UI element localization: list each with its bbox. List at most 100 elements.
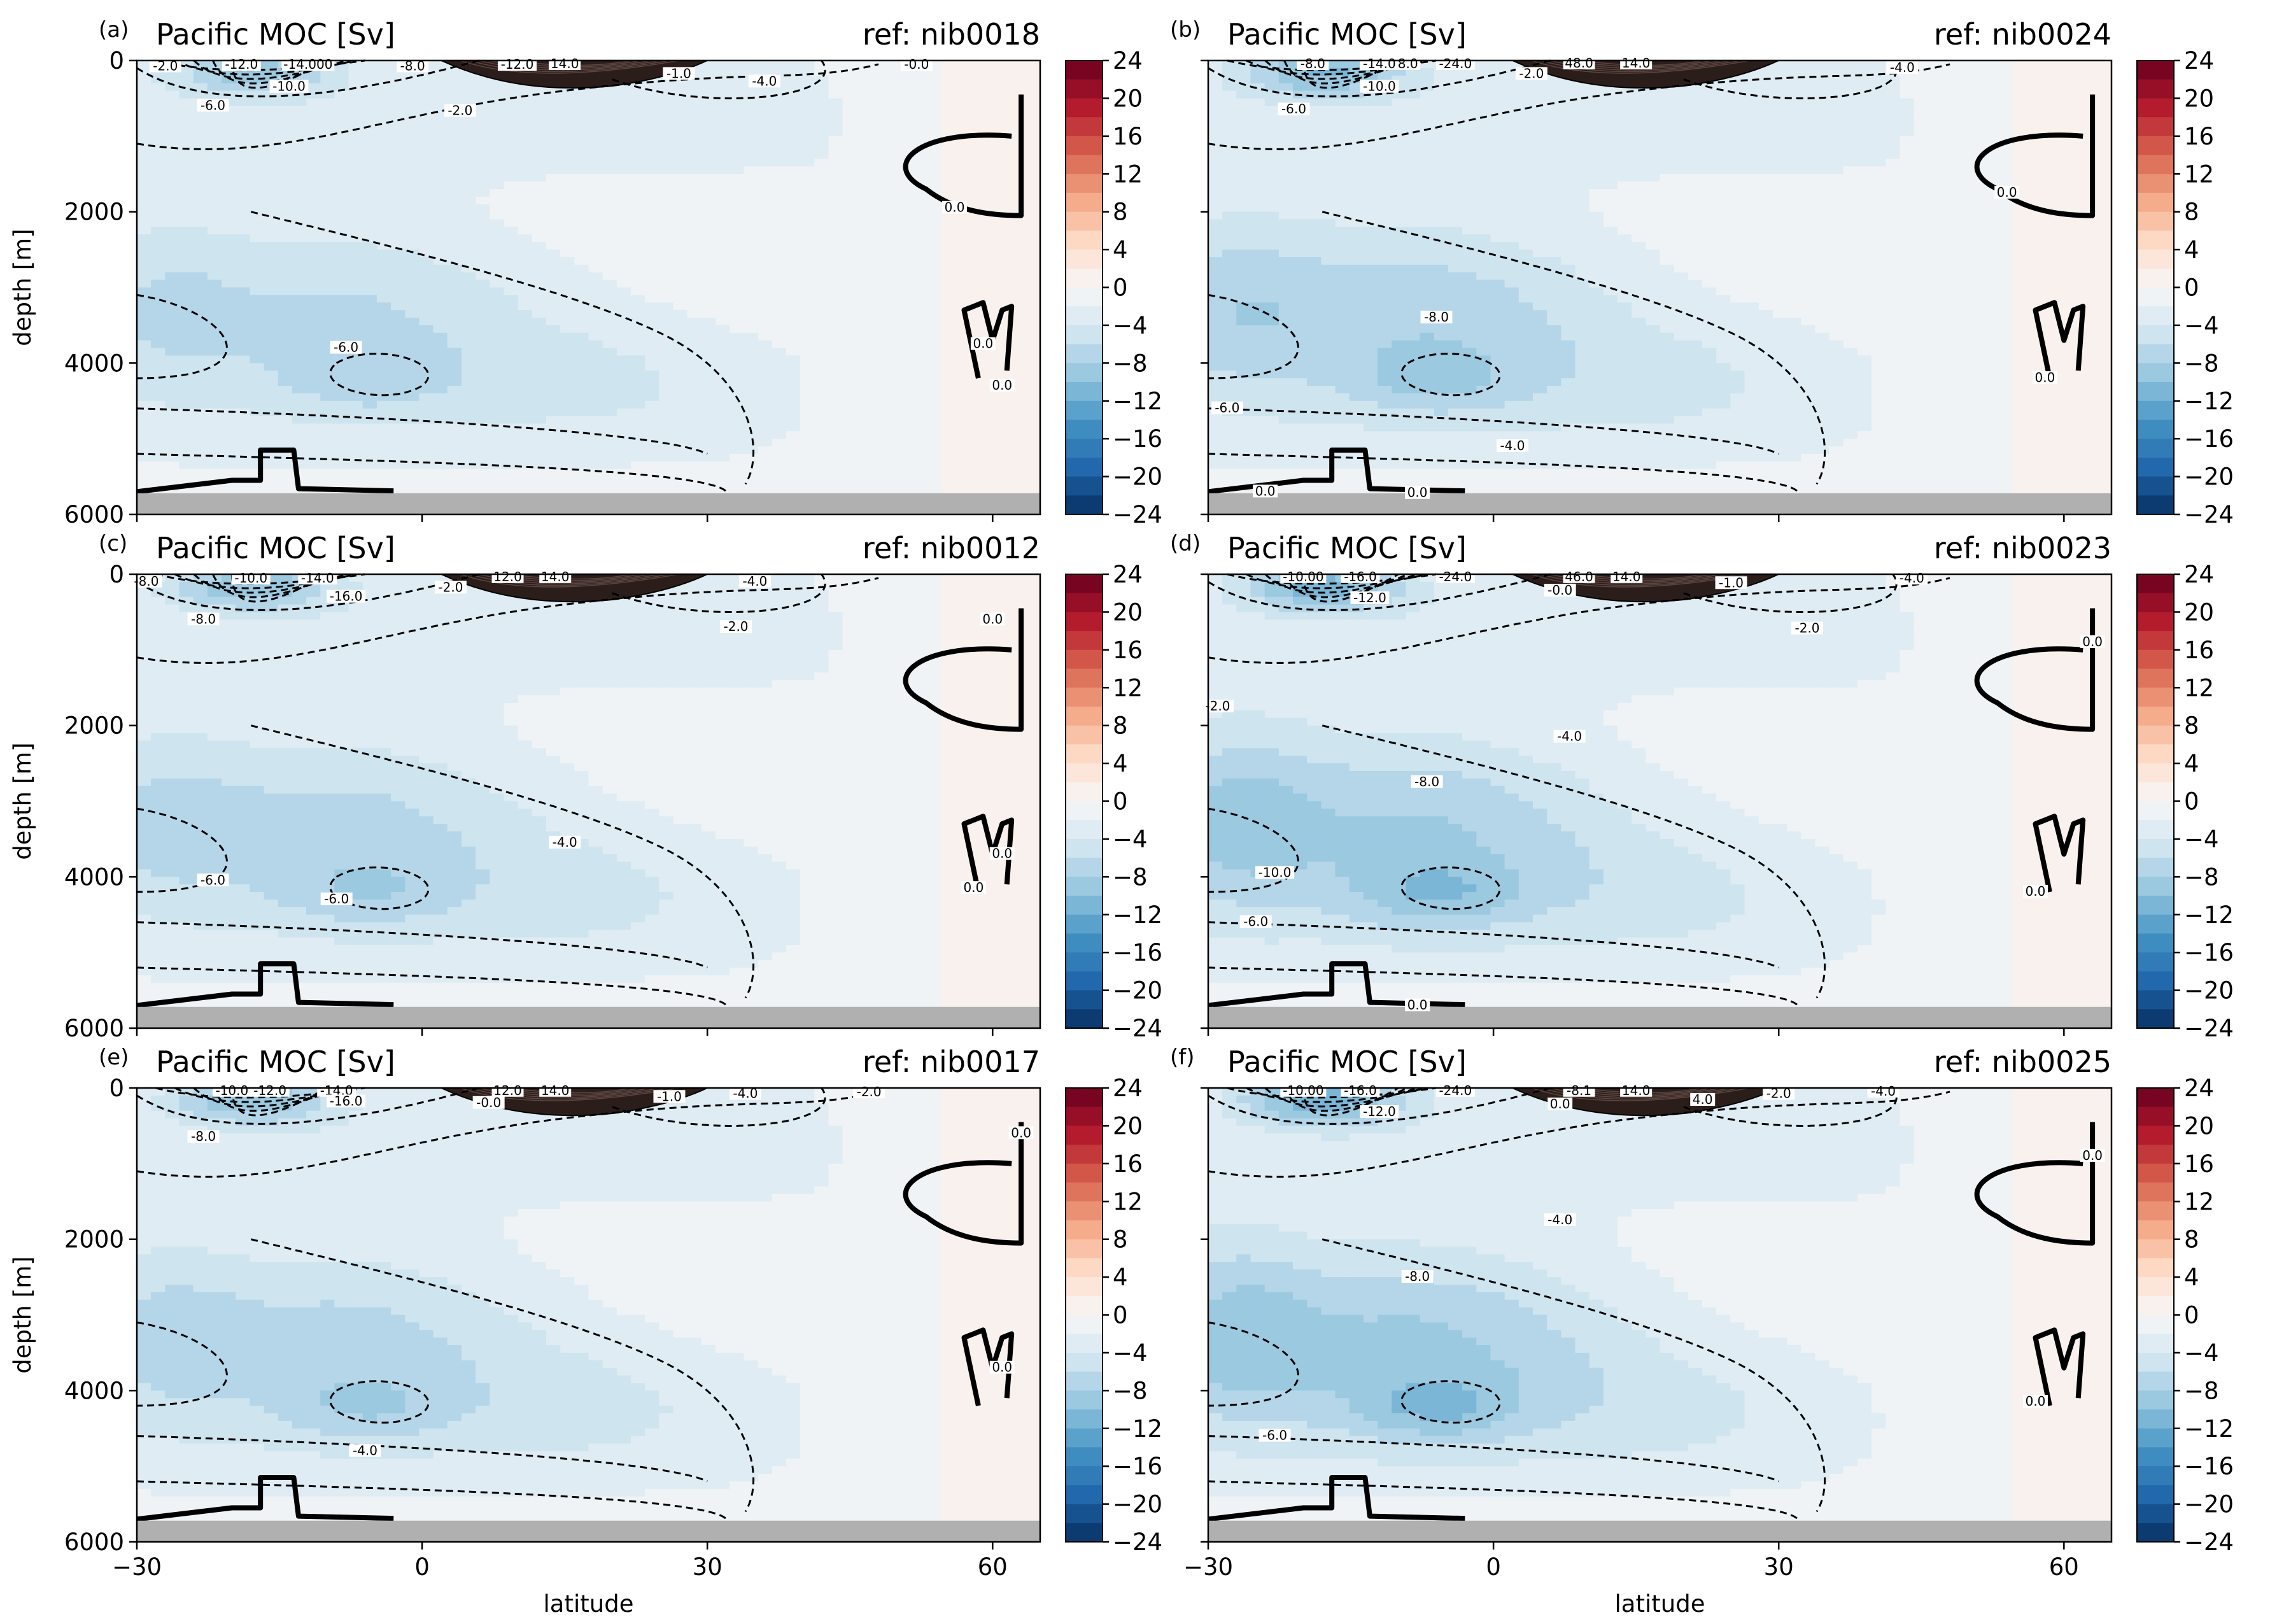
field-cell <box>433 113 448 122</box>
field-cell <box>687 400 702 409</box>
field-cell <box>405 159 420 167</box>
field-cell <box>1335 469 1350 477</box>
field-cell <box>1264 121 1280 129</box>
field-cell <box>659 371 674 379</box>
field-cell <box>1307 363 1322 371</box>
field-cell <box>419 484 434 492</box>
field-cell <box>983 98 999 106</box>
field-cell <box>1026 484 1041 492</box>
field-cell <box>1222 219 1237 228</box>
field-cell <box>969 250 984 258</box>
field-cell <box>560 98 575 106</box>
field-cell <box>137 83 152 92</box>
field-cell <box>222 264 236 273</box>
field-cell <box>955 174 970 182</box>
field-cell <box>730 453 744 462</box>
field-cell <box>376 453 391 462</box>
field-cell <box>744 128 759 137</box>
field-cell <box>1406 106 1421 114</box>
field-cell <box>376 439 391 447</box>
field-cell <box>574 227 589 235</box>
field-cell <box>447 484 462 492</box>
field-cell <box>560 113 575 122</box>
field-cell <box>1363 257 1378 265</box>
field-cell <box>250 318 265 326</box>
field-cell <box>362 128 377 137</box>
field-cell <box>405 166 420 174</box>
field-cell <box>814 469 829 477</box>
field-cell <box>1406 242 1421 250</box>
field-cell <box>1026 378 1041 386</box>
field-cell <box>1222 159 1237 167</box>
field-cell <box>588 431 603 439</box>
field-cell <box>772 385 787 394</box>
field-cell <box>461 166 476 174</box>
field-cell <box>885 484 899 492</box>
field-cell <box>772 219 787 228</box>
field-cell <box>391 121 405 129</box>
field-cell <box>941 257 956 265</box>
field-cell <box>165 98 180 106</box>
field-cell <box>744 295 759 303</box>
negative-contour <box>136 59 480 97</box>
field-cell <box>419 302 434 311</box>
field-cell <box>1278 151 1294 160</box>
field-cell <box>391 151 405 160</box>
field-cell <box>1222 234 1237 243</box>
field-cell <box>870 159 885 167</box>
field-cell <box>969 439 984 447</box>
field-cell <box>1026 302 1041 311</box>
field-cell <box>744 219 759 228</box>
field-cell <box>1293 453 1308 462</box>
field-cell <box>856 83 871 92</box>
field-cell <box>419 439 434 447</box>
field-cell <box>193 348 208 357</box>
field-cell <box>250 400 265 409</box>
field-cell <box>476 332 490 341</box>
field-cell <box>1434 234 1449 243</box>
field-cell <box>1406 446 1421 455</box>
field-cell <box>1335 121 1350 129</box>
field-cell <box>1321 423 1336 432</box>
field-cell <box>1250 446 1265 455</box>
field-cell <box>631 310 645 318</box>
field-cell <box>461 257 476 265</box>
field-cell <box>842 423 857 432</box>
field-cell <box>179 332 194 341</box>
field-cell <box>476 121 490 129</box>
field-cell <box>362 90 377 99</box>
field-cell <box>518 90 533 99</box>
field-cell <box>1236 211 1251 220</box>
field-cell <box>730 310 744 318</box>
field-cell <box>659 189 674 197</box>
field-cell <box>137 75 152 84</box>
field-cell <box>800 98 815 106</box>
field-cell <box>588 204 603 213</box>
field-cell <box>758 363 773 371</box>
field-cell <box>1208 113 1223 122</box>
field-cell <box>504 106 519 114</box>
field-cell <box>616 340 631 349</box>
field-cell <box>1349 257 1364 265</box>
axes-frame <box>136 59 1041 516</box>
field-cell <box>687 371 702 379</box>
field-cell <box>786 385 801 394</box>
field-cell <box>447 90 462 99</box>
field-cell <box>236 83 250 92</box>
field-cell <box>207 181 222 190</box>
field-cell <box>701 363 716 371</box>
field-cell <box>1012 416 1027 424</box>
field-cell <box>800 431 815 439</box>
field-cell <box>1434 400 1449 409</box>
field-cell <box>772 60 787 69</box>
field-cell <box>645 476 659 485</box>
field-cell <box>616 423 631 432</box>
field-cell <box>1392 439 1406 447</box>
field-cell <box>376 174 391 182</box>
field-cell <box>1250 67 1265 76</box>
field-cell <box>913 371 928 379</box>
field-cell <box>899 484 914 492</box>
field-cell <box>405 439 420 447</box>
field-cell <box>800 60 815 69</box>
field-cell <box>1250 348 1265 357</box>
